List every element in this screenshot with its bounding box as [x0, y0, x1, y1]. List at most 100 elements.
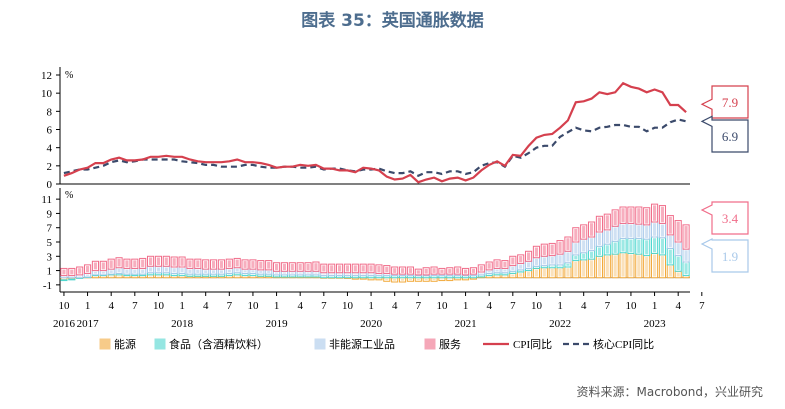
services-callout: 3.4 — [700, 201, 749, 235]
cpi-callout-value: 7.9 — [722, 95, 738, 110]
core-goods-bar-fill — [613, 227, 617, 241]
services-bar-fill — [440, 269, 444, 273]
legend-swatch — [424, 338, 436, 350]
energy-bar-fill — [645, 256, 649, 277]
services-bar-fill — [385, 266, 389, 273]
x-tick-label: 10 — [531, 300, 543, 312]
services-bar-fill — [164, 257, 168, 266]
legend-swatch — [99, 338, 111, 350]
services-bar-fill — [235, 259, 239, 267]
x-tick-label: 10 — [153, 300, 165, 312]
x-tick-label: 10 — [247, 300, 259, 312]
services-bar-fill — [211, 261, 216, 268]
x-tick-label: 1 — [368, 300, 374, 312]
core-goods-bar-fill — [660, 224, 665, 237]
services-bar-fill — [78, 268, 82, 274]
legend-label: 能源 — [114, 337, 136, 351]
services-bar-fill — [196, 260, 200, 268]
top-y-tick-label: 4 — [47, 143, 53, 155]
core-goods-bar-fill — [558, 255, 562, 264]
services-bar-fill — [471, 268, 476, 273]
core-goods-bar-fill — [259, 271, 263, 273]
services-bar-fill — [684, 226, 688, 248]
services-bar-fill — [227, 260, 231, 268]
core-goods-bar-fill — [503, 269, 507, 272]
core-goods-bar-fill — [566, 252, 570, 262]
food-bar-fill — [589, 251, 594, 258]
services-bar-fill — [337, 265, 342, 272]
x-tick-label: 4 — [203, 300, 209, 312]
services-bar-fill — [605, 215, 609, 229]
services-bar-fill — [204, 261, 208, 268]
services-bar-fill — [621, 208, 625, 223]
core-goods-bar-fill — [621, 224, 625, 238]
x-year-label: 2020 — [360, 318, 383, 330]
food-bar-fill — [660, 238, 665, 254]
food-bar — [60, 279, 68, 282]
core-goods-bar-fill — [243, 270, 247, 273]
services-bar-fill — [416, 270, 420, 274]
energy-bar-fill — [621, 253, 625, 277]
services-bar-fill — [519, 256, 523, 263]
services-bar-fill — [511, 257, 515, 265]
energy-bar-fill — [637, 255, 641, 277]
core-goods-bar-fill — [85, 274, 90, 276]
core-goods-bar-fill — [290, 272, 294, 274]
services-bar-fill — [448, 268, 452, 273]
food-bar-fill — [621, 239, 625, 252]
services-bar-fill — [487, 263, 491, 269]
core-goods-bar-fill — [164, 267, 168, 272]
energy-bar-fill — [424, 278, 428, 281]
services-bar-fill — [645, 208, 649, 224]
energy-bar-fill — [574, 261, 578, 277]
core-goods-bar-fill — [597, 233, 602, 246]
services-bar-fill — [424, 268, 428, 274]
services-bar-fill — [85, 266, 90, 273]
bottom-y-tick-label: 7 — [47, 223, 53, 235]
services-bar-fill — [526, 252, 531, 261]
source-note: 资料来源：Macrobond，兴业研究 — [576, 385, 764, 399]
core-goods-bar-fill — [495, 269, 499, 272]
services-bar-fill — [188, 260, 192, 268]
top-y-tick-label: 12 — [41, 70, 52, 82]
core-goods-bar-fill — [227, 269, 231, 273]
legend-label: 核心CPI同比 — [593, 337, 654, 351]
top-y-tick-label: 2 — [47, 161, 53, 173]
core-goods-bar-fill — [251, 270, 255, 273]
figure-title: 图表 35：英国通胀数据 — [301, 11, 484, 31]
bottom-y-tick-label: -1 — [43, 280, 52, 292]
core-cpi-callout-value: 6.9 — [722, 129, 738, 144]
energy-bar-fill — [605, 256, 609, 277]
core-cpi-callout: 6.9 — [700, 115, 749, 153]
services-bar-fill — [550, 244, 554, 255]
cpi-callout-box — [700, 85, 749, 119]
core-goods-bar-fill — [298, 272, 302, 274]
energy-bar-fill — [519, 273, 523, 277]
core-goods-bar-fill — [511, 266, 515, 271]
top-unit-label: % — [65, 70, 73, 81]
core-goods-bar-fill — [637, 225, 641, 238]
x-tick-label: 1 — [179, 300, 185, 312]
services-bar-fill — [322, 265, 326, 272]
x-tick-label: 10 — [436, 300, 448, 312]
core-goods-bar-fill — [550, 256, 554, 264]
energy-bar-fill — [652, 254, 657, 277]
core-goods-bar-fill — [109, 270, 113, 273]
core-goods-bar-fill — [156, 267, 161, 272]
legend-label: 非能源工业品 — [329, 337, 395, 351]
services-bar-fill — [330, 265, 334, 272]
bottom-unit-label: % — [65, 190, 73, 201]
core-goods-bar-fill — [314, 272, 318, 274]
services-bar-fill — [582, 226, 586, 238]
food-bar-fill — [574, 256, 578, 260]
services-bar-fill — [125, 260, 129, 268]
x-tick-label: 4 — [392, 300, 398, 312]
services-bar-fill — [267, 261, 271, 269]
services-bar-fill — [117, 258, 121, 267]
services-bar-fill — [290, 263, 294, 271]
services-bar-fill — [180, 258, 184, 266]
core-goods-callout-value: 1.9 — [722, 249, 738, 264]
x-tick-label: 7 — [321, 300, 327, 312]
core-goods-bar-fill — [219, 270, 224, 273]
energy-bar-fill — [534, 269, 539, 277]
